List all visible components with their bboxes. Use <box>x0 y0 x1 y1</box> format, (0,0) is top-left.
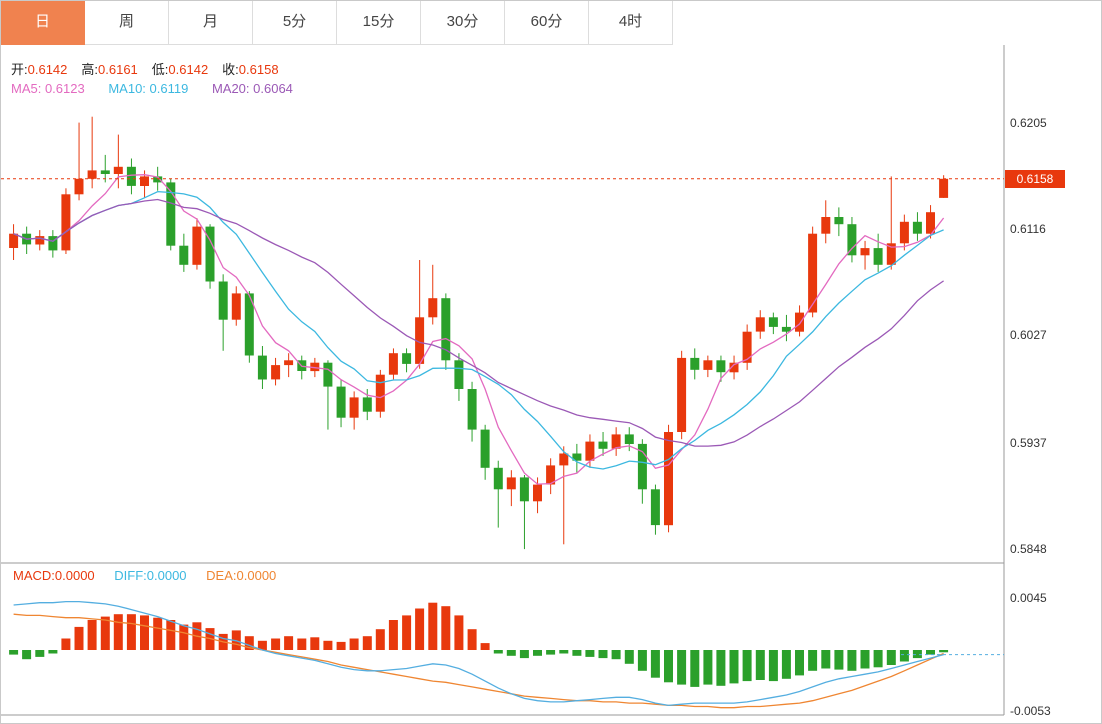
ma-legend: MA5: 0.6123 MA10: 0.6119 MA20: 0.6064 <box>11 81 313 96</box>
tab-30min[interactable]: 30分 <box>421 1 505 45</box>
tab-week[interactable]: 周 <box>85 1 169 45</box>
macd-tick: 0.0045 <box>1010 591 1047 605</box>
close-label: 收: <box>222 62 239 77</box>
ohlc-legend: 开:0.6142 高:0.6161 低:0.6142 收:0.6158 <box>11 59 293 78</box>
price-tick: 0.5848 <box>1010 542 1047 556</box>
tab-15min[interactable]: 15分 <box>337 1 421 45</box>
open-value: 0.6142 <box>27 62 68 77</box>
close-value: 0.6158 <box>238 62 279 77</box>
tab-4hour[interactable]: 4时 <box>589 1 673 45</box>
high-value: 0.6161 <box>98 62 138 77</box>
tab-month[interactable]: 月 <box>169 1 253 45</box>
price-tick: 0.6027 <box>1010 328 1047 342</box>
tab-60min[interactable]: 60分 <box>505 1 589 45</box>
macd-legend: MACD:0.0000 DIFF:0.0000 DEA:0.0000 <box>13 568 292 583</box>
price-tick: 0.6205 <box>1010 116 1047 130</box>
ma10-legend: MA10: 0.6119 <box>108 81 189 96</box>
tab-day[interactable]: 日 <box>1 1 85 45</box>
current-price-tag: 0.6158 <box>1005 170 1065 188</box>
timeframe-tabbar: 日 周 月 5分 15分 30分 60分 4时 <box>1 1 673 45</box>
macd-value: MACD:0.0000 <box>13 568 95 583</box>
open-label: 开: <box>11 62 28 77</box>
macd-tick: -0.0053 <box>1010 704 1051 718</box>
diff-value: DIFF:0.0000 <box>114 568 187 583</box>
high-label: 高: <box>81 62 99 77</box>
tab-5min[interactable]: 5分 <box>253 1 337 45</box>
dea-value: DEA:0.0000 <box>206 568 277 583</box>
low-value: 0.6142 <box>168 62 209 77</box>
price-tick: 0.6116 <box>1010 222 1046 236</box>
ma20-legend: MA20: 0.6064 <box>211 81 293 96</box>
low-label: 低: <box>151 62 169 77</box>
price-tick: 0.5937 <box>1010 436 1047 450</box>
ma5-legend: MA5: 0.6123 <box>11 81 85 96</box>
